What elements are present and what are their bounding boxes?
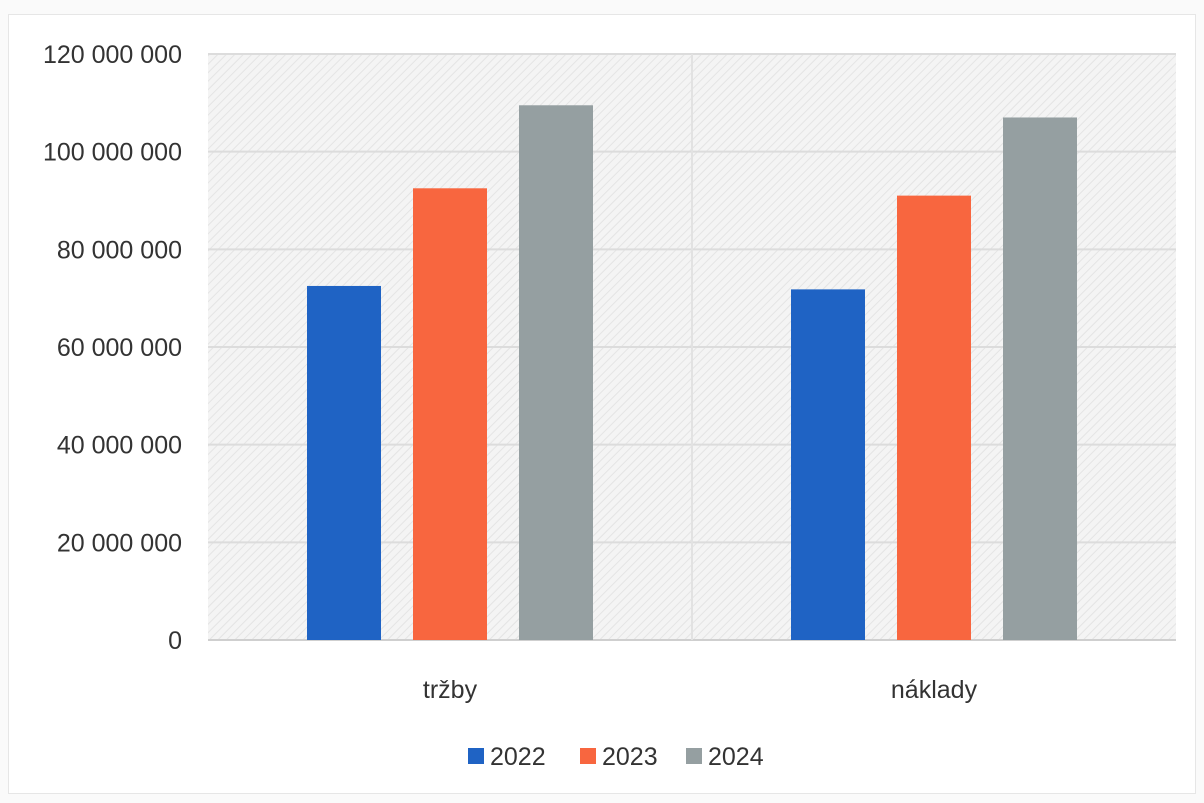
y-tick-label-2: 40 000 000 — [57, 432, 182, 460]
legend-swatch-2024 — [686, 748, 702, 764]
y-tick-label-5: 100 000 000 — [43, 139, 182, 167]
category-label-1: náklady — [891, 676, 978, 704]
bars — [307, 105, 1077, 640]
bar-2023-0 — [413, 188, 487, 640]
legend-label-2024: 2024 — [708, 743, 764, 771]
legend: 2022 2023 2024 — [468, 743, 764, 771]
legend-swatch-2023 — [580, 748, 596, 764]
bar-2022-0 — [307, 285, 381, 640]
y-tick-label-4: 80 000 000 — [57, 236, 182, 264]
legend-label-2022: 2022 — [490, 743, 546, 771]
bar-2023-1 — [897, 195, 971, 640]
x-axis-categories: tržby náklady — [423, 676, 978, 704]
bar-2024-1 — [1003, 117, 1077, 640]
y-tick-label-3: 60 000 000 — [57, 334, 182, 362]
legend-swatch-2022 — [468, 748, 484, 764]
category-label-0: tržby — [423, 676, 478, 704]
y-tick-label-0: 0 — [168, 627, 182, 655]
y-tick-label-1: 20 000 000 — [57, 529, 182, 557]
bar-2022-1 — [791, 289, 865, 640]
bar-2024-0 — [519, 105, 593, 640]
y-tick-label-6: 120 000 000 — [43, 41, 182, 69]
legend-label-2023: 2023 — [602, 743, 658, 771]
y-axis-ticks: 0 20 000 000 40 000 000 60 000 000 80 000 00… — [43, 41, 182, 655]
